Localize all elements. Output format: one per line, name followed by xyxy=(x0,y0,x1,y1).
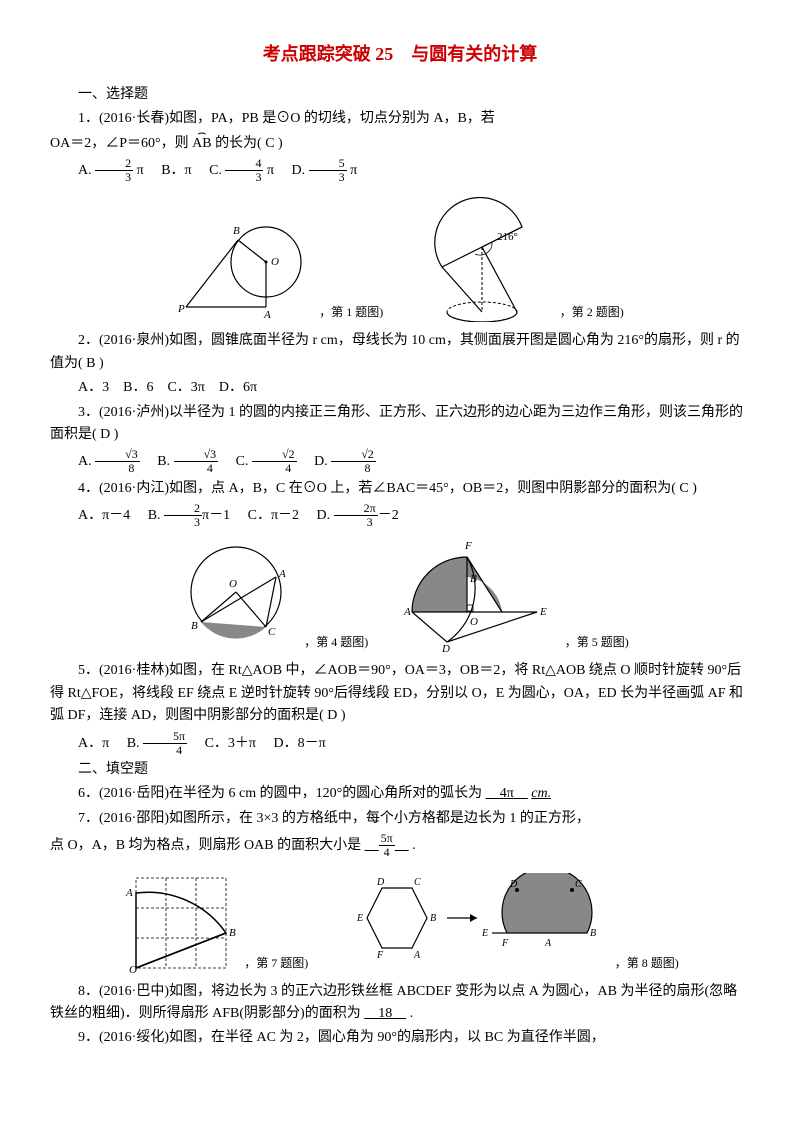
figure-2: 216° ，第 2 题图) xyxy=(407,192,624,322)
svg-text:O: O xyxy=(129,964,137,973)
q3-text: 3．(2016·泸州)以半径为 1 的圆的内接正三角形、正方形、正六边形的边心距… xyxy=(50,402,750,447)
q1-optA-suffix: π xyxy=(137,163,144,178)
svg-text:B: B xyxy=(470,573,477,585)
svg-text:D: D xyxy=(441,643,450,652)
svg-text:O: O xyxy=(470,616,478,628)
svg-text:E: E xyxy=(481,928,488,939)
svg-text:P: P xyxy=(177,303,185,315)
q1-optD-suffix: π xyxy=(350,163,357,178)
figure-row-2: A B C O ，第 4 题图) A B F E D O ，第 5 题图) xyxy=(50,537,750,652)
q6-text: 6．(2016·岳阳)在半径为 6 cm 的圆中，120°的圆心角所对的弧长为 … xyxy=(50,783,750,805)
svg-text:B: B xyxy=(430,913,436,924)
fig7-caption: ，第 7 题图) xyxy=(244,955,308,969)
svg-text:O: O xyxy=(229,578,237,590)
q1-part3: 的长为( C ) xyxy=(215,136,283,151)
fig4-caption: ，第 4 题图) xyxy=(304,635,368,649)
svg-text:A: A xyxy=(413,950,421,961)
q7-line2: 点 O，A，B 均为格点，则扇形 OAB 的面积大小是 5π4 . xyxy=(50,832,750,859)
svg-text:A: A xyxy=(544,938,552,949)
q2-opts: A．3 B．6 C．3π D．6π xyxy=(50,377,750,399)
figure-2-svg: 216° xyxy=(407,192,557,322)
svg-text:E: E xyxy=(539,606,547,618)
figure-5: A B F E D O ，第 5 题图) xyxy=(392,537,629,652)
svg-text:B: B xyxy=(229,927,236,939)
svg-text:D: D xyxy=(376,877,385,888)
q5-opts: A．π B. 5π4 C．3＋π D．8－π xyxy=(50,730,750,757)
svg-text:A: A xyxy=(278,568,286,580)
svg-text:E: E xyxy=(356,913,363,924)
svg-text:216°: 216° xyxy=(497,231,518,243)
svg-text:F: F xyxy=(376,950,384,961)
figure-7-svg: A B O xyxy=(121,868,241,973)
fig2-caption: ，第 2 题图) xyxy=(560,305,624,319)
q1-optC-frac: 43 xyxy=(225,157,263,184)
q1-options: A. 23 π B．π C. 43 π D. 53 π xyxy=(50,157,750,184)
fig5-caption: ，第 5 题图) xyxy=(565,635,629,649)
section-1: 一、选择题 xyxy=(50,84,750,106)
q1-optB: B．π xyxy=(161,163,191,178)
q1-optC-suffix: π xyxy=(267,163,274,178)
svg-text:A: A xyxy=(263,309,271,321)
figure-1: O B A P ，第 1 题图) xyxy=(176,212,383,322)
figure-row-3: A B O ，第 7 题图) D C B A F E E F A B xyxy=(50,868,750,973)
q8-text: 8．(2016·巴中)如图，将边长为 3 的正六边形铁丝框 ABCDEF 变形为… xyxy=(50,981,750,1026)
q1-line2: OA＝2，∠P＝60°，则 AB 的长为( C ) xyxy=(50,133,750,155)
figure-8-svg: D C B A F E E F A B D C xyxy=(332,873,612,973)
q4-opts: A．π－4 B. 23π－1 C．π－2 D. 2π3－2 xyxy=(50,502,750,529)
svg-text:C: C xyxy=(575,879,582,890)
svg-text:B: B xyxy=(191,620,198,632)
svg-text:D: D xyxy=(509,879,518,890)
page-title: 考点跟踪突破 25 与圆有关的计算 xyxy=(50,40,750,69)
svg-text:F: F xyxy=(464,540,472,552)
figure-8: D C B A F E E F A B D C ，第 8 题图) xyxy=(332,873,679,973)
q9-text: 9．(2016·绥化)如图，在半径 AC 为 2，圆心角为 90°的扇形内，以 … xyxy=(50,1027,750,1049)
q7-line1: 7．(2016·邵阳)如图所示，在 3×3 的方格纸中，每个小方格都是边长为 1… xyxy=(50,808,750,830)
svg-text:B: B xyxy=(233,225,240,237)
figure-5-svg: A B F E D O xyxy=(392,537,562,652)
svg-text:C: C xyxy=(414,877,421,888)
figure-4: A B C O ，第 4 题图) xyxy=(171,537,368,652)
fig1-caption: ，第 1 题图) xyxy=(319,305,383,319)
q1-optA-prefix: A. xyxy=(78,163,92,178)
q1-optD-frac: 53 xyxy=(309,157,347,184)
figure-7: A B O ，第 7 题图) xyxy=(121,868,308,973)
figure-1-svg: O B A P xyxy=(176,212,316,322)
q1-arc: AB xyxy=(192,133,211,155)
q1-optA-frac: 23 xyxy=(95,157,133,184)
q5-text: 5．(2016·桂林)如图，在 Rt△AOB 中，∠AOB＝90°，OA＝3，O… xyxy=(50,660,750,727)
q4-text: 4．(2016·内江)如图，点 A，B，C 在⊙O 上，若∠BAC＝45°，OB… xyxy=(50,478,750,500)
q1-optD-prefix: D. xyxy=(292,163,306,178)
q1-line1: 1．(2016·长春)如图，PA，PB 是⊙O 的切线，切点分别为 A，B，若 xyxy=(50,108,750,130)
svg-text:B: B xyxy=(590,928,596,939)
q1-part2: OA＝2，∠P＝60°，则 xyxy=(50,136,189,151)
svg-text:C: C xyxy=(268,626,276,638)
fig8-caption: ，第 8 题图) xyxy=(615,955,679,969)
section-2: 二、填空题 xyxy=(50,759,750,781)
svg-text:O: O xyxy=(271,256,279,268)
q1-optC-prefix: C. xyxy=(209,163,222,178)
svg-text:F: F xyxy=(501,938,509,949)
svg-text:A: A xyxy=(125,887,133,899)
figure-4-svg: A B C O xyxy=(171,537,301,652)
svg-text:A: A xyxy=(403,606,411,618)
q3-opts: A. √38 B. √34 C. √24 D. √28 xyxy=(50,448,750,475)
q2-text: 2．(2016·泉州)如图，圆锥底面半径为 r cm，母线长为 10 cm，其侧… xyxy=(50,330,750,375)
figure-row-1: O B A P ，第 1 题图) 216° ，第 2 题图) xyxy=(50,192,750,322)
